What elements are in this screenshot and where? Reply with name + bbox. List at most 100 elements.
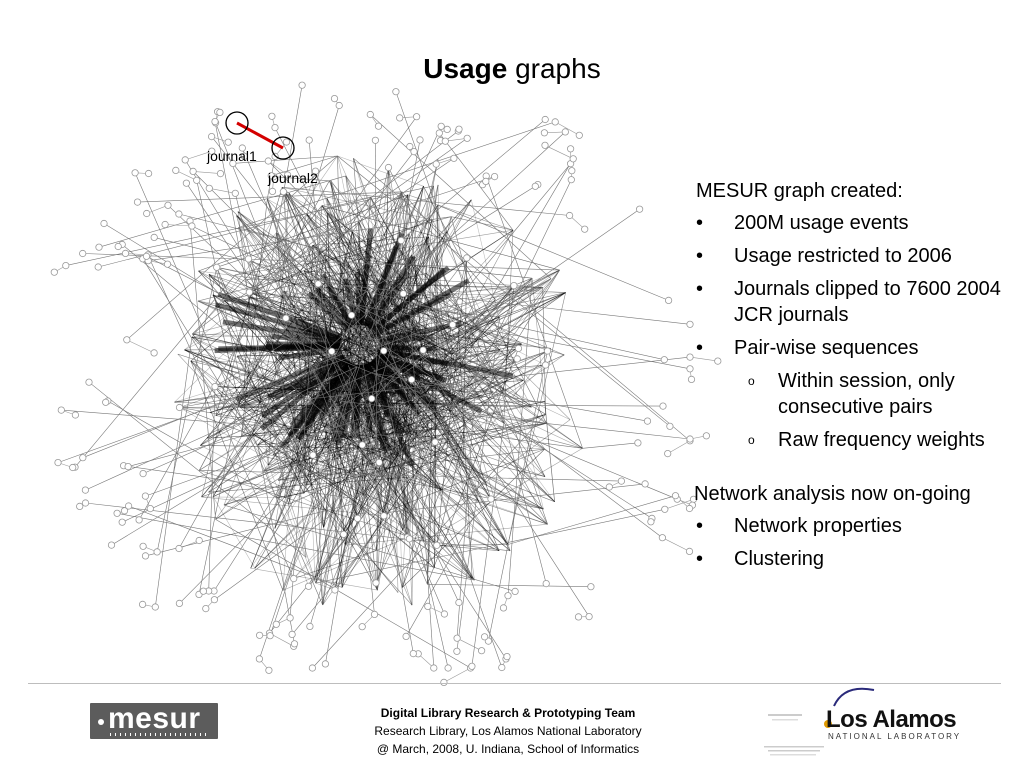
graph-edge [439,133,513,230]
graph-edge [108,401,289,504]
graph-node [636,206,642,212]
graph-edge [316,509,665,583]
graph-node [442,138,448,144]
graph-node [77,503,83,509]
mesur-logo-text: mesur [108,703,201,735]
graph-node [567,146,573,152]
graph-node [499,664,505,670]
graph-node [376,459,382,465]
graph-node [80,455,86,461]
sub-bullet-text: Raw frequency weights [778,427,985,453]
graph-node [196,537,202,543]
graph-node [659,535,665,541]
graph-edge [266,345,340,346]
graph-node [686,505,692,511]
graph-node [544,348,550,354]
bullet-text: Network properties [734,513,902,539]
graph-node [206,185,212,191]
graph-node [348,312,354,318]
graph-node [400,291,406,297]
graph-node [176,211,182,217]
graph-node [570,156,576,162]
graph-node [454,635,460,641]
bullet-text: Usage restricted to 2006 [734,243,952,269]
graph-node [541,130,547,136]
graph-node [246,289,252,295]
los-alamos-wordmark: Los Alamos [826,706,956,734]
graph-node [190,168,196,174]
graph-node [500,605,506,611]
graph-node [287,615,293,621]
graph-node [433,161,439,167]
graph-edge [193,171,220,173]
graph-edge [457,638,482,651]
graph-node [245,256,251,262]
graph-node [145,170,151,176]
graph-node [672,493,678,499]
graph-node [101,220,107,226]
graph-node [82,487,88,493]
title-rest: graphs [507,53,600,84]
bullet-marker: • [696,210,734,236]
graph-edge [209,188,235,193]
graph-node [381,348,387,354]
los-alamos-logo: Los Alamos NATIONAL LABORATORY [764,684,964,764]
graph-node [310,452,316,458]
graph-node [543,580,549,586]
graph-node [152,604,158,610]
graph-edge [128,437,241,467]
graph-node [586,613,592,619]
graph-node [687,366,693,372]
graph-node [340,531,346,537]
graph-node [582,226,588,232]
journal1-label: journal1 [207,148,257,164]
graph-node [108,542,114,548]
graph-node [173,167,179,173]
graph-node [291,575,297,581]
graph-node [491,173,497,179]
graph-node [635,440,641,446]
graph-edge [127,340,154,353]
graph-node [566,212,572,218]
graph-node [315,281,321,287]
graph-node [436,130,442,136]
bullet-list: MESUR graph created: •200M usage events … [696,178,1006,579]
graph-node [115,243,121,249]
sub-bullet-text: Within session, only consecutive pairs [778,368,1006,420]
graph-edge [471,200,543,509]
graph-node [445,665,451,671]
graph-node [306,137,312,143]
graph-node [483,178,489,184]
graph-node [532,183,538,189]
graph-node [441,611,447,617]
graph-node [212,383,218,389]
graph-node [183,180,189,186]
graph-node [291,641,297,647]
bullet-marker: • [696,243,734,269]
graph-node [562,129,568,135]
graph-node [434,542,440,548]
graph-node [267,633,273,639]
graph-node [269,113,275,119]
graph-node [410,650,416,656]
graph-node [136,517,142,523]
graph-node [214,264,220,270]
sub-bullet-marker: o [748,368,778,420]
graph-node [114,510,120,516]
graph-node [272,124,278,130]
graph-edge [75,275,235,467]
graph-node [176,545,182,551]
graph-node [449,322,455,328]
graph-node [144,210,150,216]
graph-edge [583,443,638,448]
graph-node [413,114,419,120]
graph-node [512,588,518,594]
graph-node [103,399,109,405]
graph-node [208,133,214,139]
graph-node [134,199,140,205]
graph-node [407,143,413,149]
graph-node [147,505,153,511]
graph-node [373,580,379,586]
